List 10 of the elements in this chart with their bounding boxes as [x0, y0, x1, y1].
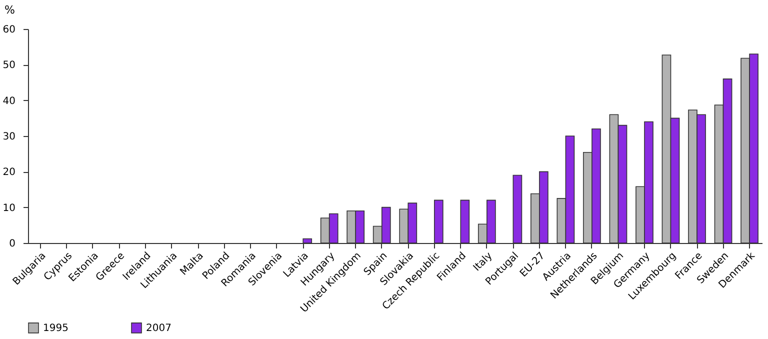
y-tick-label: 60 [2, 24, 16, 36]
y-tick-label: 0 [9, 238, 16, 250]
y-tick-label: 10 [2, 202, 16, 214]
legend-label: 2007 [146, 322, 172, 334]
y-tick-label: 20 [2, 167, 16, 178]
y-axis-title: % [4, 4, 15, 16]
y-tick-label: 40 [2, 96, 16, 107]
legend-label: 1995 [43, 322, 68, 334]
y-tick-label: 50 [2, 60, 16, 72]
y-tick-label: 30 [2, 132, 16, 142]
